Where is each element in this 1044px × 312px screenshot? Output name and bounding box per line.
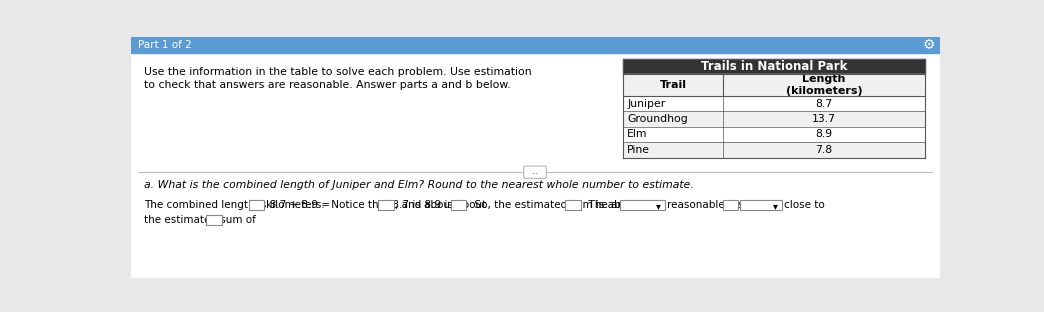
Text: The combined length is 8.7 + 8.9 =: The combined length is 8.7 + 8.9 = — [144, 200, 331, 210]
Text: 13.7: 13.7 — [812, 114, 836, 124]
Text: Elm: Elm — [627, 129, 647, 139]
Text: 7.8: 7.8 — [815, 145, 833, 155]
Text: Length
(kilometers): Length (kilometers) — [786, 74, 862, 96]
Bar — [722, 200, 738, 210]
Bar — [130, 37, 940, 53]
Bar — [622, 127, 925, 142]
Text: close to: close to — [784, 200, 825, 210]
Text: 8.7: 8.7 — [815, 99, 833, 109]
Text: Trail: Trail — [660, 80, 687, 90]
Bar — [622, 142, 925, 158]
Text: the estimated sum of: the estimated sum of — [144, 215, 257, 225]
Text: Pine: Pine — [627, 145, 650, 155]
Bar — [622, 59, 925, 74]
Bar — [739, 200, 782, 210]
Text: Groundhog: Groundhog — [627, 114, 688, 124]
Text: , and 8.9 is about: , and 8.9 is about — [396, 200, 487, 210]
Text: The answer: The answer — [583, 200, 649, 210]
Text: Part 1 of 2: Part 1 of 2 — [138, 40, 192, 50]
Bar — [378, 200, 394, 210]
Text: Trails in National Park: Trails in National Park — [701, 60, 847, 73]
Text: kilometers.  Notice that 8.7 is about: kilometers. Notice that 8.7 is about — [266, 200, 454, 210]
Text: reasonable because: reasonable because — [666, 200, 772, 210]
Text: ▾: ▾ — [773, 201, 778, 211]
Text: 8.9: 8.9 — [815, 129, 833, 139]
Bar — [622, 96, 925, 111]
Bar — [451, 200, 467, 210]
Text: Use the information in the table to solve each problem. Use estimation
to check : Use the information in the table to solv… — [144, 67, 532, 90]
Bar — [620, 200, 665, 210]
Text: ▾: ▾ — [656, 201, 661, 211]
Text: ...: ... — [531, 169, 539, 175]
Bar — [565, 200, 580, 210]
FancyBboxPatch shape — [524, 166, 546, 178]
Text: Juniper: Juniper — [627, 99, 665, 109]
Bar — [622, 111, 925, 127]
Bar — [207, 215, 222, 225]
Bar — [622, 74, 925, 96]
Bar — [248, 200, 264, 210]
Text: ⚙: ⚙ — [923, 38, 935, 52]
Text: So, the estimated sum is about: So, the estimated sum is about — [468, 200, 638, 210]
Text: a. What is the combined length of Juniper and Elm? Round to the nearest whole nu: a. What is the combined length of Junipe… — [144, 180, 694, 190]
